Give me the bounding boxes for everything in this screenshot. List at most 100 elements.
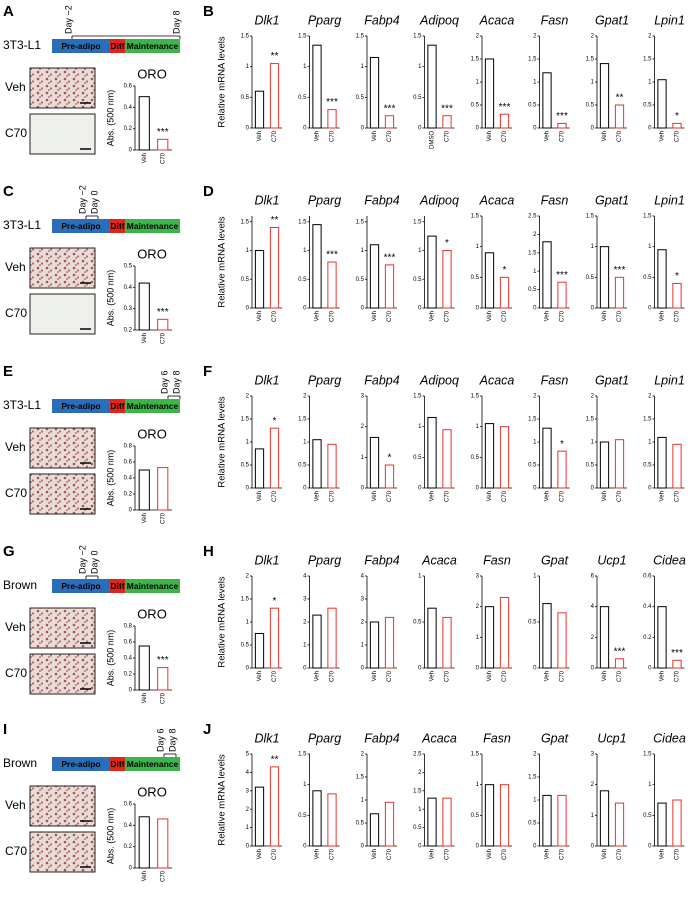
y-tick-label: 0.5 bbox=[413, 620, 422, 626]
y-tick-label: 0 bbox=[246, 126, 250, 132]
bar bbox=[384, 264, 395, 309]
y-tick-label: 1 bbox=[303, 643, 307, 649]
image-label: Veh bbox=[5, 440, 26, 454]
x-tick-label: Veh bbox=[142, 513, 148, 523]
x-tick-label: C70 bbox=[272, 130, 278, 142]
y-tick-label: 0 bbox=[591, 666, 595, 672]
bar bbox=[557, 794, 567, 847]
y-tick-label: 0.5 bbox=[298, 95, 307, 101]
y-tick-label: 1.5 bbox=[586, 57, 595, 63]
chart-title: ORO bbox=[137, 606, 167, 621]
chart-title: Lpin1 bbox=[654, 13, 685, 27]
y-tick-label: 0.2 bbox=[124, 844, 133, 850]
micrograph bbox=[29, 247, 96, 289]
y-tick-label: 1.5 bbox=[528, 250, 537, 256]
y-tick-label: 1 bbox=[303, 248, 307, 254]
significance: * bbox=[675, 111, 679, 122]
x-tick-label: Veh bbox=[315, 131, 321, 141]
bar bbox=[499, 276, 510, 309]
bar bbox=[557, 281, 567, 309]
y-tick-label: 0 bbox=[476, 126, 480, 132]
x-tick-label: C70 bbox=[675, 130, 681, 142]
y-tick-label: 1 bbox=[533, 440, 537, 446]
x-tick-label: Veh bbox=[602, 311, 608, 321]
y-tick-label: 0.5 bbox=[471, 455, 480, 461]
y-tick-label: 0.5 bbox=[586, 463, 595, 469]
y-tick-label: 1.5 bbox=[528, 775, 537, 781]
significance: *** bbox=[441, 103, 453, 114]
significance: ** bbox=[271, 755, 279, 766]
significance: * bbox=[503, 265, 507, 276]
x-tick-label: C70 bbox=[675, 848, 681, 860]
chart-title: Fabp4 bbox=[364, 553, 399, 567]
y-tick-label: 1 bbox=[533, 269, 537, 275]
bar bbox=[599, 606, 610, 669]
y-tick-label: 0.6 bbox=[124, 84, 133, 90]
significance: * bbox=[560, 439, 564, 450]
stage-label: Pre-adipo bbox=[61, 41, 100, 51]
y-tick-label: 1 bbox=[246, 64, 250, 70]
y-tick-label: 0.5 bbox=[298, 277, 307, 283]
y-axis-label: Relative mRNA levels bbox=[217, 576, 228, 668]
chart-title: ORO bbox=[137, 784, 167, 799]
y-tick-label: 2 bbox=[476, 34, 480, 40]
y-tick-label: 1 bbox=[533, 574, 537, 580]
y-tick-label: 0 bbox=[648, 126, 652, 132]
bar bbox=[369, 56, 380, 129]
y-tick-label: 0.5 bbox=[356, 277, 365, 283]
y-tick-label: 1.5 bbox=[471, 752, 480, 758]
chart-title: Gpat1 bbox=[595, 193, 629, 207]
image-label: Veh bbox=[5, 620, 26, 634]
day-label: Day −2 bbox=[63, 5, 73, 34]
chart-title: Adipoq bbox=[419, 13, 459, 27]
x-tick-label: C70 bbox=[617, 848, 623, 860]
bar bbox=[254, 633, 265, 669]
stage-bar bbox=[110, 579, 125, 593]
x-tick-label: C70 bbox=[617, 310, 623, 322]
bar bbox=[672, 799, 682, 847]
y-tick-label: 0.5 bbox=[298, 463, 307, 469]
stage-label: Diff bbox=[110, 221, 124, 231]
image-label: C70 bbox=[5, 844, 27, 858]
y-axis-label: Relative mRNA levels bbox=[217, 216, 228, 308]
bar bbox=[614, 439, 625, 489]
y-tick-label: 0.5 bbox=[528, 103, 537, 109]
bar bbox=[312, 614, 322, 669]
x-tick-label: C70 bbox=[560, 130, 566, 142]
day-label: Day 6 bbox=[159, 370, 169, 394]
y-tick-label: 1.5 bbox=[643, 417, 652, 423]
significance: *** bbox=[157, 307, 169, 318]
x-tick-label: C70 bbox=[617, 670, 623, 682]
y-tick-label: 1 bbox=[591, 813, 595, 819]
micrograph bbox=[29, 67, 96, 109]
x-tick-label: C70 bbox=[502, 130, 508, 142]
stage-bar bbox=[110, 757, 125, 771]
y-tick-label: 1 bbox=[361, 798, 365, 804]
y-tick-label: 1.5 bbox=[241, 597, 250, 603]
chart-title: Dlk1 bbox=[254, 553, 279, 567]
y-tick-label: 1 bbox=[591, 244, 595, 250]
x-tick-label: Veh bbox=[545, 311, 551, 321]
day-label: Day 0 bbox=[89, 190, 99, 214]
y-tick-label: 1 bbox=[246, 620, 250, 626]
stage-bar bbox=[125, 579, 180, 593]
y-tick-label: 0.4 bbox=[124, 105, 133, 111]
significance: * bbox=[675, 271, 679, 282]
bar bbox=[384, 616, 395, 669]
y-tick-label: 2 bbox=[533, 34, 537, 40]
bar bbox=[442, 250, 452, 309]
day-label: Day −2 bbox=[77, 185, 87, 214]
x-tick-label: C70 bbox=[675, 670, 681, 682]
y-axis-label: Abs. (500 nm) bbox=[105, 808, 115, 865]
x-tick-label: C70 bbox=[445, 310, 451, 322]
stage-bar bbox=[52, 757, 110, 771]
bar bbox=[614, 276, 625, 309]
y-tick-label: 0.5 bbox=[643, 813, 652, 819]
bar bbox=[369, 621, 380, 669]
bar bbox=[484, 58, 495, 129]
y-tick-label: 3 bbox=[361, 394, 365, 400]
x-tick-label: C70 bbox=[675, 310, 681, 322]
y-tick-label: 2.5 bbox=[528, 214, 537, 220]
stage-label: Maintenance bbox=[127, 221, 179, 231]
micrograph bbox=[29, 785, 96, 827]
